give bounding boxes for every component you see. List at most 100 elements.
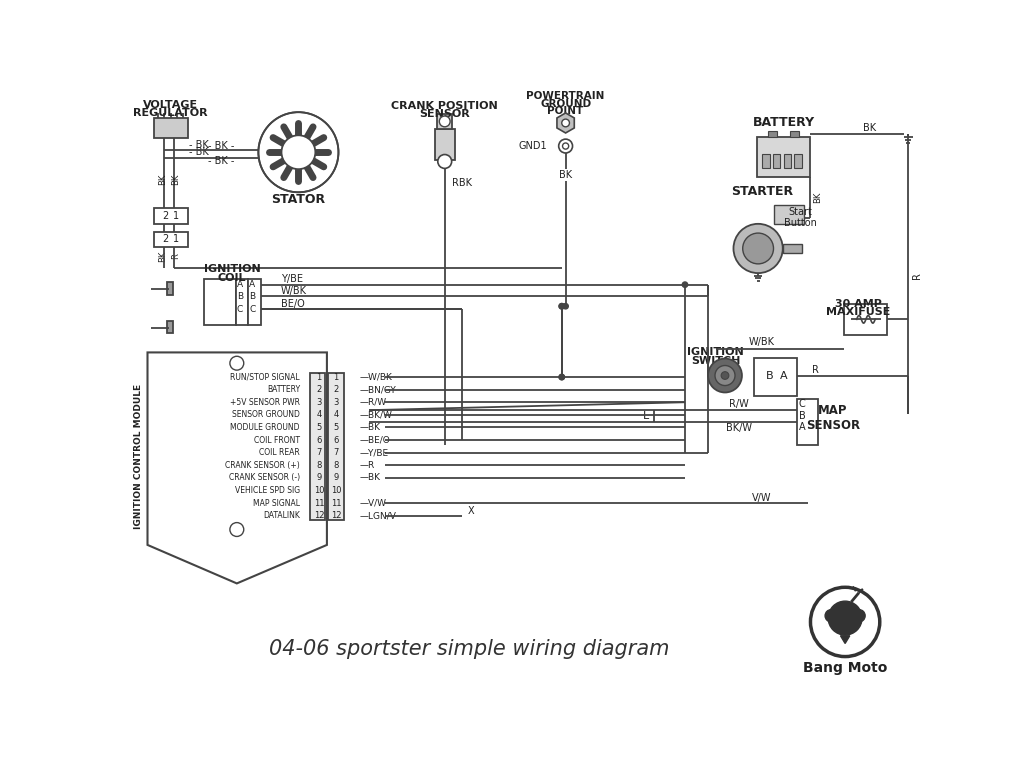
Text: A: A — [249, 280, 255, 290]
Text: 1: 1 — [173, 211, 179, 221]
Bar — [782, 244, 802, 253]
Text: BK: BK — [171, 174, 180, 185]
Text: 9: 9 — [316, 473, 322, 482]
Text: X: X — [468, 506, 474, 516]
Bar — [797, 399, 818, 445]
Text: 10: 10 — [314, 486, 325, 495]
Bar — [845, 304, 887, 335]
Circle shape — [562, 119, 569, 127]
Circle shape — [733, 223, 782, 273]
Text: 4: 4 — [334, 410, 339, 419]
Text: —W/BK: —W/BK — [359, 372, 392, 382]
Text: 8: 8 — [334, 461, 339, 470]
Text: Start
Button: Start Button — [784, 207, 817, 228]
Bar — [768, 131, 777, 137]
Circle shape — [562, 143, 568, 149]
Text: RBK: RBK — [453, 178, 472, 188]
Text: MAXIFUSE: MAXIFUSE — [826, 307, 891, 317]
Text: A: A — [237, 280, 243, 290]
Bar — [757, 137, 810, 177]
Text: W/BK: W/BK — [281, 286, 307, 296]
Text: 9: 9 — [334, 473, 339, 482]
Text: 2: 2 — [316, 386, 322, 394]
Text: BK: BK — [158, 174, 167, 185]
Circle shape — [721, 372, 729, 379]
Circle shape — [282, 135, 315, 169]
Circle shape — [563, 303, 568, 309]
Polygon shape — [147, 353, 327, 584]
Text: 2: 2 — [162, 211, 168, 221]
Bar — [154, 231, 187, 247]
Text: —BN/GY: —BN/GY — [359, 386, 396, 394]
Text: B: B — [799, 411, 805, 421]
Circle shape — [828, 601, 862, 635]
Text: W/BK: W/BK — [749, 337, 775, 347]
Text: 11: 11 — [331, 498, 341, 508]
Text: SENSOR GROUND: SENSOR GROUND — [232, 410, 300, 419]
Text: BK: BK — [158, 250, 167, 262]
Bar — [773, 205, 804, 223]
Text: COIL REAR: COIL REAR — [259, 449, 300, 457]
Text: —V/W: —V/W — [359, 498, 386, 508]
Circle shape — [439, 116, 451, 127]
Text: DATALINK: DATALINK — [263, 511, 300, 520]
Bar — [437, 114, 453, 129]
Text: 2: 2 — [334, 386, 339, 394]
Text: RUN/STOP SIGNAL: RUN/STOP SIGNAL — [230, 372, 300, 382]
Circle shape — [708, 359, 742, 392]
Text: VEHICLE SPD SIG: VEHICLE SPD SIG — [234, 486, 300, 495]
Text: R: R — [812, 365, 819, 375]
Text: 1: 1 — [334, 372, 339, 382]
Text: 5: 5 — [316, 423, 322, 432]
Text: BATTERY: BATTERY — [753, 117, 814, 130]
Text: 10: 10 — [331, 486, 341, 495]
Text: B: B — [237, 292, 243, 301]
Text: SWITCH: SWITCH — [691, 356, 740, 366]
Circle shape — [559, 374, 564, 379]
Text: 11: 11 — [314, 498, 325, 508]
Bar — [310, 373, 326, 519]
Text: POINT: POINT — [548, 107, 584, 117]
Bar — [783, 154, 792, 167]
Text: 1: 1 — [316, 372, 322, 382]
Text: - BK -: - BK - — [208, 157, 234, 167]
Circle shape — [230, 356, 244, 370]
Text: Y/BE: Y/BE — [281, 274, 303, 284]
Text: BE/O: BE/O — [281, 299, 304, 309]
Bar — [762, 154, 770, 167]
Bar — [167, 283, 173, 295]
Bar — [790, 131, 799, 137]
Text: C: C — [799, 399, 805, 409]
Text: 4: 4 — [316, 410, 322, 419]
Text: 3: 3 — [316, 398, 322, 407]
Text: - BK -: - BK - — [208, 141, 234, 151]
Circle shape — [230, 522, 244, 537]
Text: —BK: —BK — [359, 423, 380, 432]
Text: BK/W: BK/W — [726, 423, 752, 433]
Circle shape — [438, 154, 452, 168]
Circle shape — [825, 610, 838, 622]
Bar — [167, 321, 173, 333]
Text: BATTERY: BATTERY — [267, 386, 300, 394]
Circle shape — [559, 303, 564, 309]
Text: +5V SENSOR PWR: +5V SENSOR PWR — [230, 398, 300, 407]
Text: Bang Moto: Bang Moto — [803, 661, 888, 675]
Text: —Y/BE: —Y/BE — [359, 449, 388, 457]
Text: R: R — [171, 253, 180, 259]
Bar — [249, 280, 261, 326]
Text: A: A — [799, 422, 805, 432]
Text: 30 AMP: 30 AMP — [835, 299, 882, 309]
Text: R/W: R/W — [729, 399, 749, 409]
Text: IGNITION CONTROL MODULE: IGNITION CONTROL MODULE — [134, 384, 142, 529]
Text: L: L — [642, 412, 649, 422]
Bar — [237, 280, 249, 326]
Bar — [755, 358, 797, 396]
Text: B: B — [766, 370, 773, 380]
Bar — [435, 129, 455, 160]
Text: MAP
SENSOR: MAP SENSOR — [806, 404, 860, 432]
Text: 7: 7 — [316, 449, 322, 457]
Text: 5: 5 — [334, 423, 339, 432]
Text: SENSOR: SENSOR — [420, 109, 470, 119]
Text: 3: 3 — [334, 398, 339, 407]
Polygon shape — [557, 113, 574, 133]
